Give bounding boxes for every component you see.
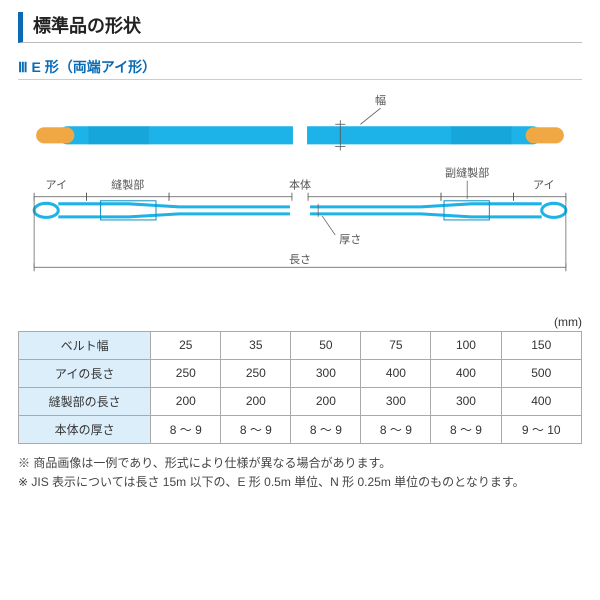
table-cell: 200 xyxy=(291,387,361,415)
page-title-bar: 標準品の形状 xyxy=(18,12,582,43)
notes-block: ※ 商品画像は一例であり、形式により仕様が異なる場合があります。 ※ JIS 表… xyxy=(18,454,582,492)
svg-text:アイ: アイ xyxy=(533,180,555,192)
table-cell: 150 xyxy=(501,331,582,359)
shape-diagram: 幅 アイ アイ 縫製部 本体 副縫製部厚さ長さ xyxy=(18,88,582,300)
table-cell: 300 xyxy=(291,359,361,387)
row-header: 縫製部の長さ xyxy=(19,387,151,415)
table-cell: 300 xyxy=(361,387,431,415)
svg-text:縫製部: 縫製部 xyxy=(111,178,144,192)
table-cell: 400 xyxy=(431,359,501,387)
row-header: アイの長さ xyxy=(19,359,151,387)
shape-subtitle: Ⅲ E 形（両端アイ形） xyxy=(18,57,582,80)
table-cell: 100 xyxy=(431,331,501,359)
table-cell: 35 xyxy=(221,331,291,359)
table-cell: 8 ～ 9 xyxy=(151,415,221,443)
unit-label: (mm) xyxy=(18,315,582,329)
svg-text:厚さ: 厚さ xyxy=(339,233,361,246)
table-cell: 8 ～ 9 xyxy=(221,415,291,443)
table-cell: 8 ～ 9 xyxy=(291,415,361,443)
table-cell: 250 xyxy=(151,359,221,387)
svg-text:副縫製部: 副縫製部 xyxy=(445,166,489,180)
table-cell: 8 ～ 9 xyxy=(361,415,431,443)
table-cell: 400 xyxy=(361,359,431,387)
note-line: ※ JIS 表示については長さ 15m 以下の、E 形 0.5m 単位、N 形 … xyxy=(18,473,582,492)
svg-text:幅: 幅 xyxy=(375,94,386,107)
table-cell: 250 xyxy=(221,359,291,387)
spec-table: ベルト幅25355075100150アイの長さ25025030040040050… xyxy=(18,331,582,444)
table-cell: 300 xyxy=(431,387,501,415)
table-cell: 75 xyxy=(361,331,431,359)
row-header: ベルト幅 xyxy=(19,331,151,359)
svg-text:長さ: 長さ xyxy=(289,253,311,266)
table-cell: 25 xyxy=(151,331,221,359)
table-cell: 8 ～ 9 xyxy=(431,415,501,443)
svg-text:アイ: アイ xyxy=(45,180,67,192)
table-cell: 50 xyxy=(291,331,361,359)
table-cell: 200 xyxy=(151,387,221,415)
table-cell: 400 xyxy=(501,387,582,415)
page-title: 標準品の形状 xyxy=(33,12,582,38)
table-cell: 200 xyxy=(221,387,291,415)
table-cell: 9 ～ 10 xyxy=(501,415,582,443)
row-header: 本体の厚さ xyxy=(19,415,151,443)
svg-text:本体: 本体 xyxy=(289,178,311,192)
table-cell: 500 xyxy=(501,359,582,387)
note-line: ※ 商品画像は一例であり、形式により仕様が異なる場合があります。 xyxy=(18,454,582,473)
